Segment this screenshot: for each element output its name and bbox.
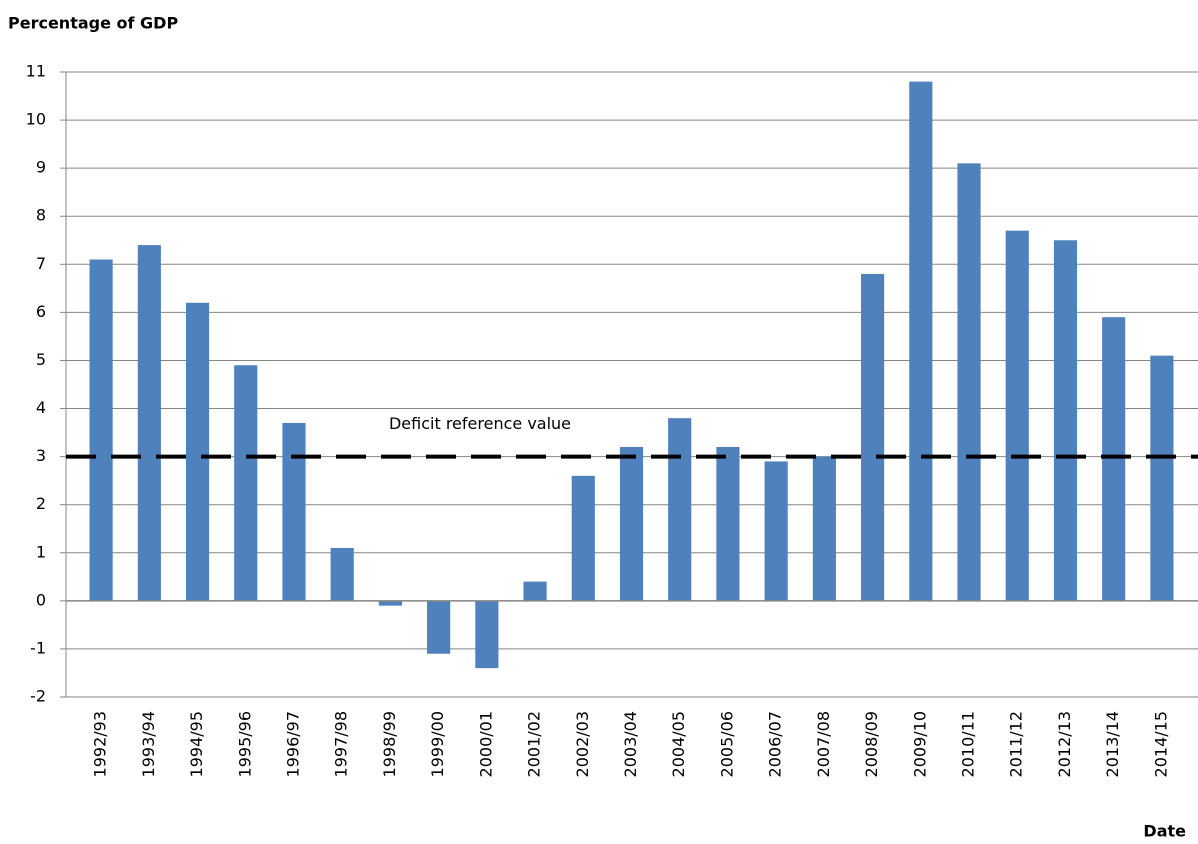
x-tick-label: 1992/93 xyxy=(91,711,110,777)
x-tick-label: 2008/09 xyxy=(862,711,881,777)
bar xyxy=(330,547,354,601)
y-tick-label: 7 xyxy=(36,254,46,273)
x-tick-label: 2009/10 xyxy=(910,711,929,777)
y-tick-label: 2 xyxy=(36,494,46,513)
x-tick-label: 1995/96 xyxy=(235,711,254,777)
y-tick-label: 5 xyxy=(36,350,46,369)
y-tick-label: -1 xyxy=(30,638,46,657)
x-tick-label: 2002/03 xyxy=(573,711,592,777)
x-tick-label: 2007/08 xyxy=(814,711,833,777)
bar xyxy=(137,245,161,601)
y-tick-label: 8 xyxy=(36,206,46,225)
y-tick-label: 11 xyxy=(26,62,46,81)
bar xyxy=(1005,230,1029,601)
reference-label: Deficit reference value xyxy=(389,414,571,433)
x-tick-label: 1993/94 xyxy=(139,711,158,777)
bar xyxy=(282,422,306,601)
bar xyxy=(909,81,933,601)
y-tick-label: 3 xyxy=(36,446,46,465)
x-tick-label: 1999/00 xyxy=(428,711,447,777)
x-tick-label: 1996/97 xyxy=(283,711,302,777)
bar xyxy=(764,461,788,601)
x-tick-label: 2003/04 xyxy=(621,711,640,777)
bar xyxy=(185,302,210,601)
x-tick-label: 2012/13 xyxy=(1055,711,1074,777)
y-tick-label: 6 xyxy=(36,302,46,321)
y-tick-label: 10 xyxy=(26,110,46,129)
y-tick-label: 4 xyxy=(36,398,46,417)
x-tick-label: 2000/01 xyxy=(476,711,495,777)
y-tick-label: 9 xyxy=(36,158,46,177)
x-axis-label: Date xyxy=(1143,822,1186,841)
x-tick-label: 2010/11 xyxy=(959,711,978,777)
bar xyxy=(957,163,981,601)
bar xyxy=(716,447,740,601)
x-tick-label: 1997/98 xyxy=(332,711,351,777)
x-tick-label: 2006/07 xyxy=(766,711,785,777)
x-tick-label: 2005/06 xyxy=(717,711,736,777)
y-tick-label: 1 xyxy=(36,542,46,561)
x-tick-label: 2014/15 xyxy=(1151,711,1170,777)
bar xyxy=(619,447,644,601)
bar xyxy=(812,456,836,601)
x-tick-label: 1998/99 xyxy=(380,711,399,777)
bar xyxy=(1150,355,1174,601)
x-tick-label: 2011/12 xyxy=(1007,711,1026,777)
bar xyxy=(1102,317,1126,601)
bar xyxy=(234,365,258,601)
bar xyxy=(668,418,692,601)
x-tick-label: 1994/95 xyxy=(187,711,206,777)
bar xyxy=(571,475,595,601)
bar xyxy=(475,600,499,669)
x-tick-label: 2013/14 xyxy=(1103,711,1122,777)
chart-title: Percentage of GDP xyxy=(8,14,178,33)
bar xyxy=(89,259,113,601)
x-tick-label: 2001/02 xyxy=(525,711,544,777)
x-tick-label: 2004/05 xyxy=(669,711,688,777)
bar xyxy=(861,273,885,601)
bar xyxy=(427,600,451,654)
bar xyxy=(378,600,402,606)
y-tick-label: 0 xyxy=(36,590,46,609)
bar xyxy=(1053,240,1078,601)
y-tick-label: -2 xyxy=(30,687,46,706)
bar xyxy=(523,581,547,601)
